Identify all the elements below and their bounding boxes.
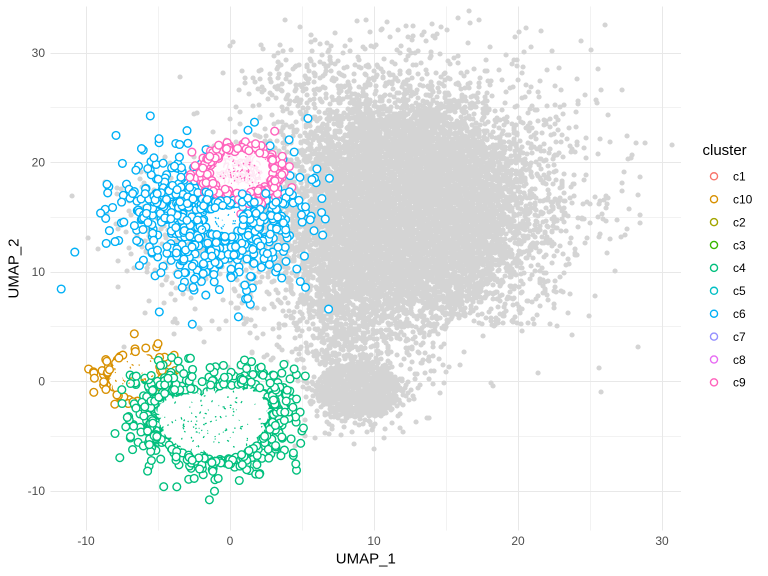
svg-text:c7: c7 bbox=[733, 330, 746, 344]
svg-text:-10: -10 bbox=[77, 534, 95, 548]
svg-text:c9: c9 bbox=[733, 376, 746, 390]
svg-text:c1: c1 bbox=[733, 170, 746, 184]
svg-text:-10: -10 bbox=[28, 484, 46, 498]
svg-text:0: 0 bbox=[38, 375, 45, 389]
svg-text:cluster: cluster bbox=[703, 142, 747, 159]
svg-text:c10: c10 bbox=[733, 193, 753, 207]
svg-text:10: 10 bbox=[32, 265, 46, 279]
svg-text:c4: c4 bbox=[733, 261, 746, 275]
svg-text:c3: c3 bbox=[733, 238, 746, 252]
svg-text:UMAP_2: UMAP_2 bbox=[6, 238, 23, 298]
svg-text:30: 30 bbox=[32, 46, 46, 60]
svg-text:c5: c5 bbox=[733, 284, 746, 298]
svg-text:20: 20 bbox=[32, 156, 46, 170]
svg-text:c8: c8 bbox=[733, 353, 746, 367]
svg-text:0: 0 bbox=[227, 534, 234, 548]
svg-text:UMAP_1: UMAP_1 bbox=[336, 551, 396, 568]
svg-text:10: 10 bbox=[367, 534, 381, 548]
svg-text:30: 30 bbox=[655, 534, 669, 548]
svg-text:c2: c2 bbox=[733, 215, 746, 229]
svg-text:c6: c6 bbox=[733, 307, 746, 321]
svg-text:20: 20 bbox=[511, 534, 525, 548]
